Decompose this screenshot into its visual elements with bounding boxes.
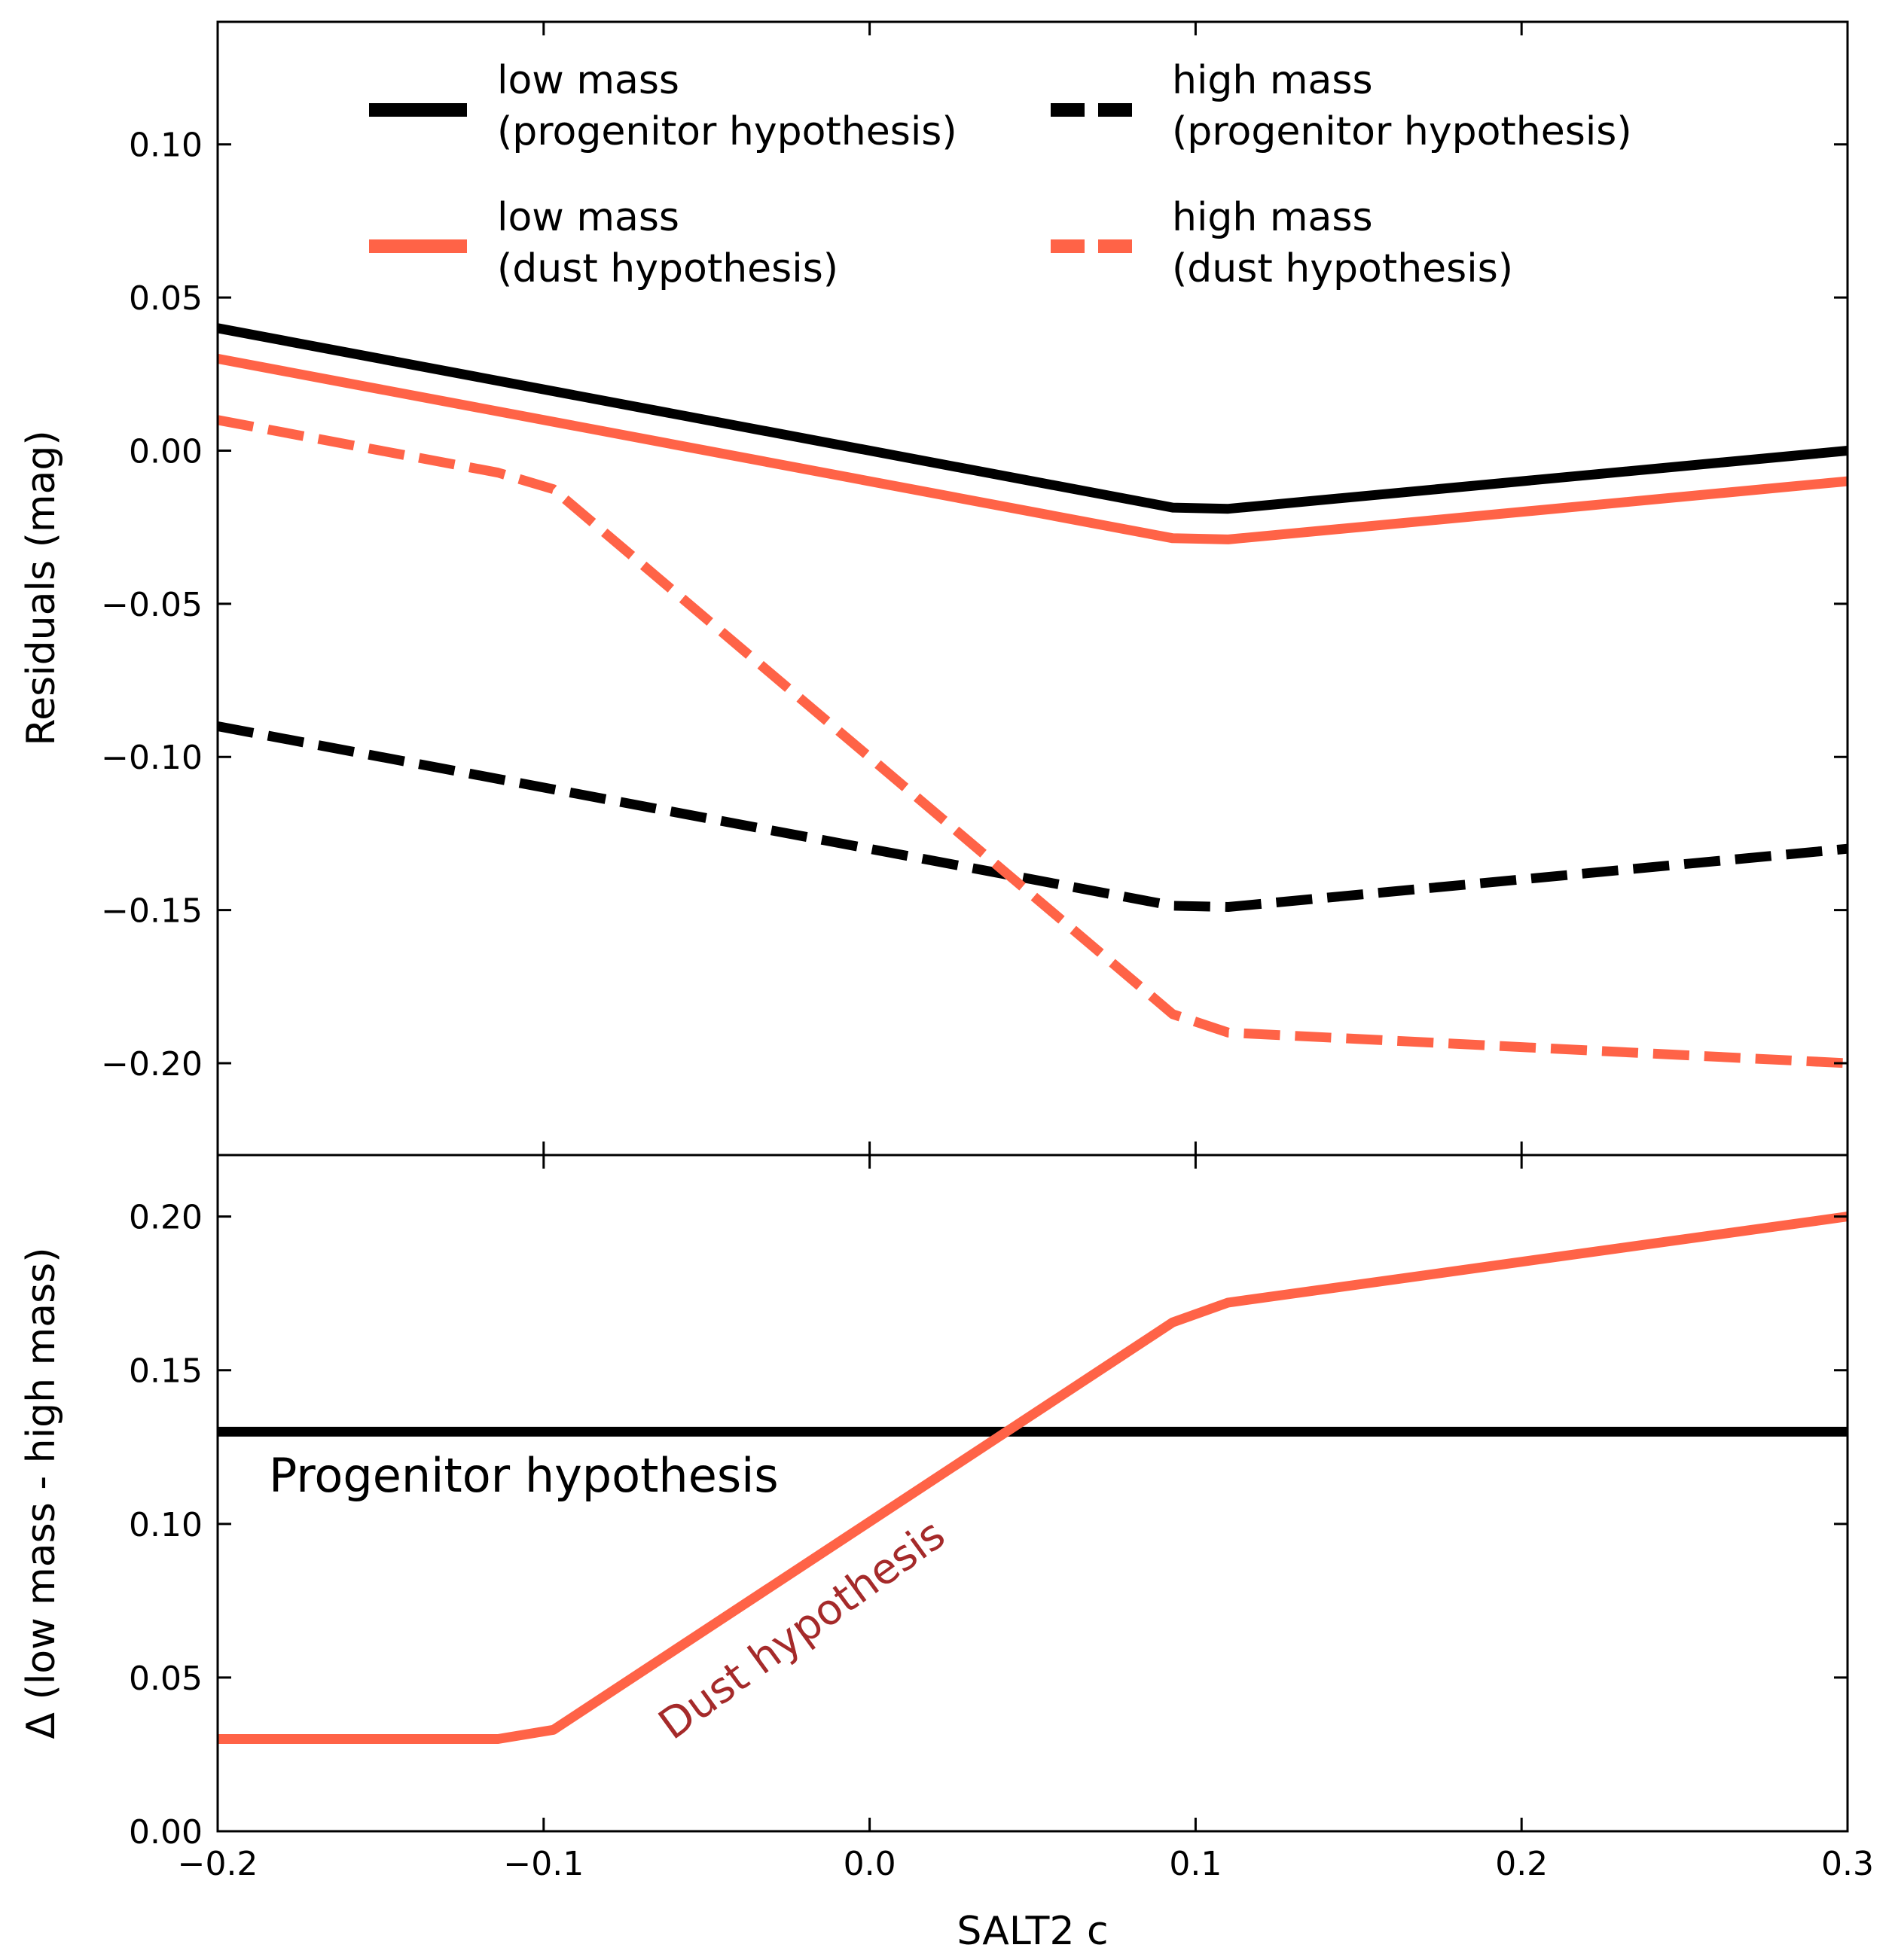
top-ytick-label: 0.00 xyxy=(129,432,203,471)
xtick-label: 0.0 xyxy=(844,1845,896,1883)
bottom-panel-frame xyxy=(216,1154,1849,1833)
top-ytick-label: 0.05 xyxy=(129,279,203,318)
top-series-line-2 xyxy=(216,354,1848,544)
legend-entry-low-mass-dust: low mass (dust hypothesis) xyxy=(369,195,838,291)
xtick-label: 0.1 xyxy=(1169,1845,1222,1883)
top-ytick-label: −0.05 xyxy=(101,586,203,624)
xtick-label: 0.3 xyxy=(1821,1845,1874,1883)
bottom-ytick-label: 0.20 xyxy=(129,1199,203,1237)
legend-label-line2: (progenitor hypothesis) xyxy=(1172,109,1632,154)
top-ytick-label: −0.15 xyxy=(101,892,203,931)
legend-label-line1: low mass xyxy=(497,58,679,103)
top-series-line-3 xyxy=(216,415,1848,1068)
bottom-panel-ticks: 0.00 0.05 0.10 0.15 0.20 −0.2 −0.1 0.0 0.1 0.2 0.3 xyxy=(129,1155,1874,1883)
bottom-ytick-label: 0.00 xyxy=(129,1813,203,1852)
legend-entry-high-mass-dust: high mass (dust hypothesis) xyxy=(1051,195,1513,291)
top-ytick-label: −0.20 xyxy=(101,1045,203,1084)
legend-entry-high-mass-progenitor: high mass (progenitor hypothesis) xyxy=(1051,58,1632,154)
xtick-label: −0.1 xyxy=(503,1845,584,1883)
legend-label-line2: (progenitor hypothesis) xyxy=(497,109,957,154)
legend-label-line2: (dust hypothesis) xyxy=(1172,246,1513,291)
xtick-label: 0.2 xyxy=(1495,1845,1548,1883)
legend-entry-low-mass-progenitor: low mass (progenitor hypothesis) xyxy=(369,58,957,154)
legend-label-line1: high mass xyxy=(1172,58,1373,103)
x-axis-label: SALT2 c xyxy=(957,1909,1108,1954)
bottom-ytick-label: 0.15 xyxy=(129,1352,203,1391)
top-panel-ticks: 0.10 0.05 0.00 −0.05 −0.10 −0.15 −0.20 xyxy=(101,22,1849,1155)
top-y-axis-label: Residuals (mag) xyxy=(19,430,64,745)
legend-label-line1: low mass xyxy=(497,195,679,240)
legend: low mass (progenitor hypothesis) high ma… xyxy=(369,58,1632,291)
bottom-ytick-label: 0.10 xyxy=(129,1506,203,1544)
bottom-series-line-1 xyxy=(218,1212,1848,1744)
top-ytick-label: 0.10 xyxy=(129,127,203,165)
legend-label-line1: high mass xyxy=(1172,195,1373,240)
bottom-ytick-label: 0.05 xyxy=(129,1660,203,1698)
bottom-y-axis-label: Δ (low mass - high mass) xyxy=(19,1247,64,1739)
bottom-panel-series xyxy=(218,1212,1848,1744)
legend-label-line2: (dust hypothesis) xyxy=(497,246,838,291)
top-series-line-1 xyxy=(216,721,1848,912)
top-ytick-label: −0.10 xyxy=(101,739,203,777)
top-series-line-0 xyxy=(216,323,1848,514)
xtick-label: −0.2 xyxy=(178,1845,258,1883)
annotation-progenitor-hypothesis: Progenitor hypothesis xyxy=(269,1448,779,1503)
top-panel-series xyxy=(216,323,1848,1068)
